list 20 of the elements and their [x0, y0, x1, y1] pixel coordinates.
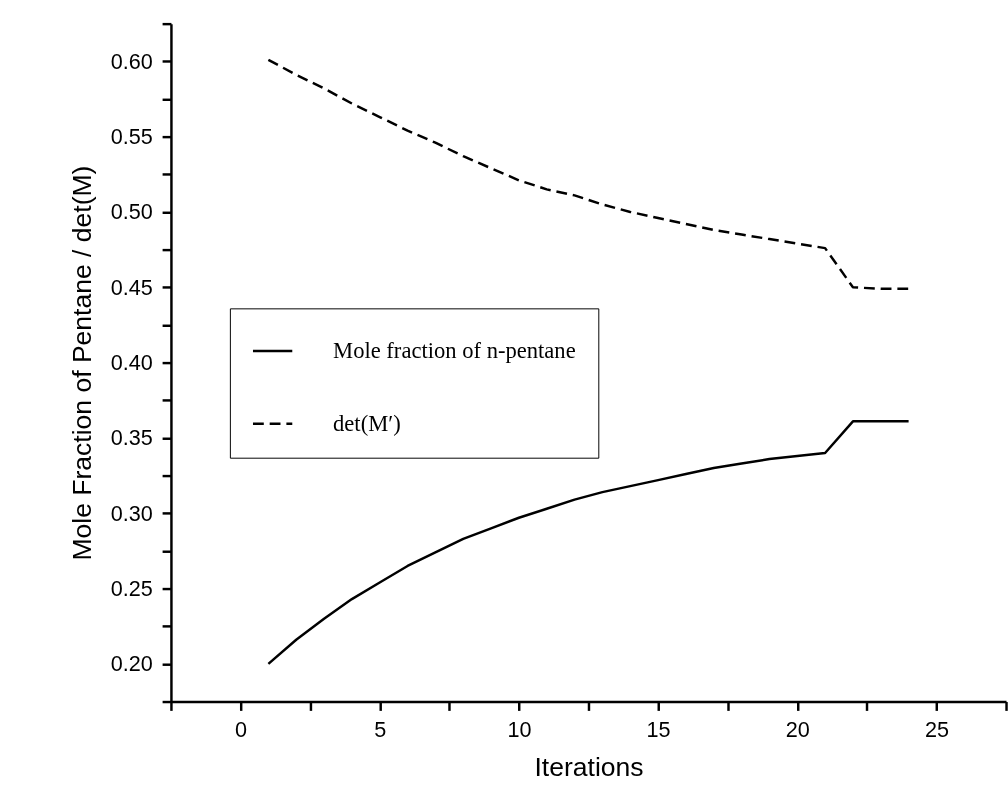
x-axis-title: Iterations — [534, 751, 644, 782]
x-tick-label: 10 — [507, 717, 532, 743]
y-tick-label: 0.30 — [110, 500, 153, 526]
y-tick-label: 0.55 — [110, 124, 153, 149]
x-tick-label: 20 — [785, 717, 810, 743]
legend-label: det(M′) — [333, 410, 401, 436]
y-tick-label: 0.60 — [110, 48, 153, 74]
y-tick-label: 0.50 — [110, 199, 153, 225]
y-axis-title: Mole Fraction of Pentane / det(M) — [67, 165, 98, 561]
x-tick-label: 0 — [235, 717, 248, 743]
x-tick-label: 15 — [646, 717, 671, 743]
legend-label: Mole fraction of n-pentane — [333, 337, 576, 363]
y-tick-label: 0.35 — [110, 425, 153, 451]
y-tick-label: 0.25 — [110, 575, 153, 601]
y-tick-label: 0.20 — [110, 651, 153, 677]
y-tick-label: 0.40 — [110, 349, 153, 375]
x-tick-label: 25 — [924, 717, 949, 743]
line-series — [267, 58, 910, 291]
x-tick-label: 5 — [374, 717, 387, 743]
y-tick-label: 0.45 — [110, 274, 153, 300]
